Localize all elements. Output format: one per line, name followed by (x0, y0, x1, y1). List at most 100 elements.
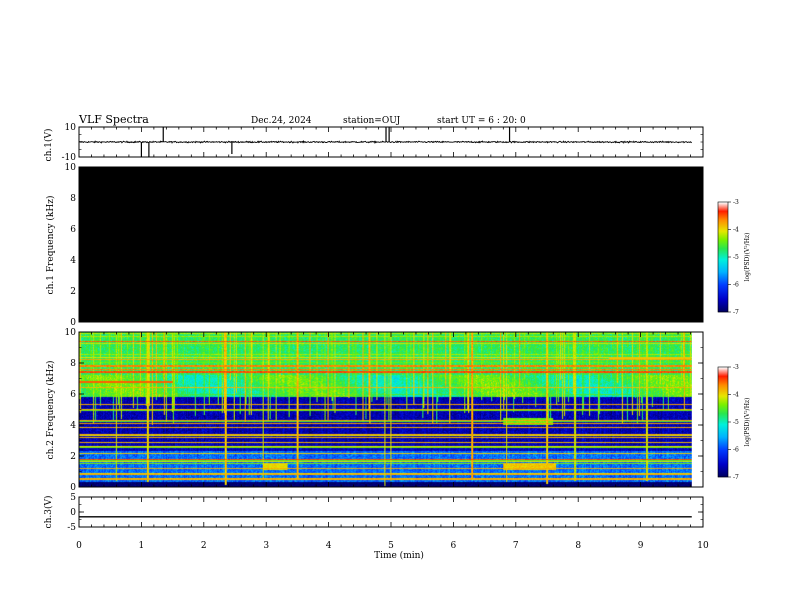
colorbar-segment (718, 285, 728, 287)
colorbar-segment (718, 275, 728, 277)
time-axis: 0 1 2 3 4 5 6 7 8 9 10 (76, 541, 709, 551)
y-tick-label: 0 (70, 483, 76, 493)
colorbar-segment (718, 219, 728, 221)
colorbar-segment (718, 249, 728, 251)
y-tick-label: 8 (70, 194, 76, 204)
y-tick-label: 5 (70, 493, 76, 503)
colorbar-segment (718, 398, 728, 400)
colorbar-segment (718, 248, 728, 250)
colorbar-segment (718, 383, 728, 385)
y-tick-label: 6 (70, 225, 76, 235)
colorbar-segment (718, 257, 728, 259)
colorbar-segment (718, 251, 728, 253)
colorbar-segment (718, 218, 728, 220)
colorbar-segment (718, 373, 728, 375)
colorbar-segment (718, 462, 728, 464)
y-tick-label: -5 (67, 523, 76, 533)
colorbar-segment (718, 244, 728, 246)
y-tick-label: 4 (70, 256, 76, 266)
colorbar-segment (718, 238, 728, 240)
colorbar-tick-label: -5 (733, 254, 739, 261)
colorbar-segment (718, 386, 728, 388)
colorbar-segment (718, 220, 728, 222)
colorbar-segment (718, 231, 728, 233)
colorbar-segment (718, 229, 728, 231)
y-tick-label: -10 (62, 153, 77, 163)
colorbar-segment (718, 274, 728, 276)
colorbar-tick-label: -7 (733, 474, 739, 481)
colorbar-segment (718, 294, 728, 296)
colorbar-segment (718, 437, 728, 439)
colorbar-segment (718, 234, 728, 236)
colorbar-segment (718, 307, 728, 309)
colorbar-segment (718, 381, 728, 383)
colorbar-segment (718, 304, 728, 306)
colorbar-segment (718, 440, 728, 442)
colorbar-segment (718, 464, 728, 466)
colorbar-segment (718, 286, 728, 288)
colorbar-segment (718, 394, 728, 396)
y-tick-label: 8 (70, 359, 76, 369)
colorbar-segment (718, 370, 728, 372)
ch2-colorbar: -3 -4 -5 -6 -7 log(PSD)(V²/Hz) (717, 364, 751, 481)
colorbar-segment (718, 385, 728, 387)
colorbar-segment (718, 397, 728, 399)
figure-title: VLF Spectra (78, 113, 149, 126)
colorbar-segment (718, 221, 728, 223)
colorbar-segment (718, 256, 728, 258)
x-tick-label: 8 (575, 541, 581, 551)
y-tick-label: 2 (70, 287, 76, 297)
colorbar-segment (718, 367, 728, 369)
colorbar-segment (718, 402, 728, 404)
x-tick-label: 9 (638, 541, 644, 551)
colorbar-segment (718, 266, 728, 268)
colorbar-segment (718, 227, 728, 229)
colorbar-segment (718, 446, 728, 448)
colorbar-segment (718, 400, 728, 402)
colorbar-segment (718, 241, 728, 243)
colorbar-segment (718, 255, 728, 257)
colorbar-label: log(PSD)(V²/Hz) (744, 233, 751, 282)
colorbar-segment (718, 243, 728, 245)
colorbar-segment (718, 273, 728, 275)
colorbar-segment (718, 235, 728, 237)
colorbar-segment (718, 205, 728, 207)
colorbar-segment (718, 297, 728, 299)
colorbar-segment (718, 427, 728, 429)
colorbar-segment (718, 288, 728, 290)
y-tick-label: 2 (70, 452, 76, 462)
ch1-colorbar: -3 -4 -5 -6 -7 log(PSD)(V²/Hz) (717, 199, 751, 316)
colorbar-segment (718, 261, 728, 263)
colorbar-segment (718, 272, 728, 274)
colorbar-segment (718, 309, 728, 311)
x-tick-label: 6 (451, 541, 457, 551)
ch2-spectrogram-image (79, 332, 692, 487)
colorbar-segment (718, 300, 728, 302)
colorbar-segment (718, 226, 728, 228)
colorbar-segment (718, 222, 728, 224)
colorbar-tick-label: -4 (733, 392, 739, 399)
colorbar-segment (718, 465, 728, 467)
colorbar-segment (718, 264, 728, 266)
colorbar-segment (718, 305, 728, 307)
colorbar-segment (718, 375, 728, 377)
x-tick-label: 5 (388, 541, 394, 551)
colorbar-segment (718, 475, 728, 477)
colorbar-segment (718, 419, 728, 421)
colorbar-segment (718, 277, 728, 279)
colorbar-segment (718, 474, 728, 476)
colorbar-segment (718, 211, 728, 213)
colorbar-tick-label: -5 (733, 419, 739, 426)
colorbar-segment (718, 232, 728, 234)
colorbar-segment (718, 387, 728, 389)
colorbar-segment (718, 380, 728, 382)
colorbar-segment (718, 214, 728, 216)
colorbar-tick-label: -7 (733, 309, 739, 316)
colorbar-segment (718, 262, 728, 264)
colorbar-segment (718, 473, 728, 475)
colorbar-segment (718, 468, 728, 470)
y-tick-label: 0 (70, 508, 76, 518)
colorbar-segment (718, 450, 728, 452)
colorbar-tick-label: -3 (733, 199, 739, 206)
